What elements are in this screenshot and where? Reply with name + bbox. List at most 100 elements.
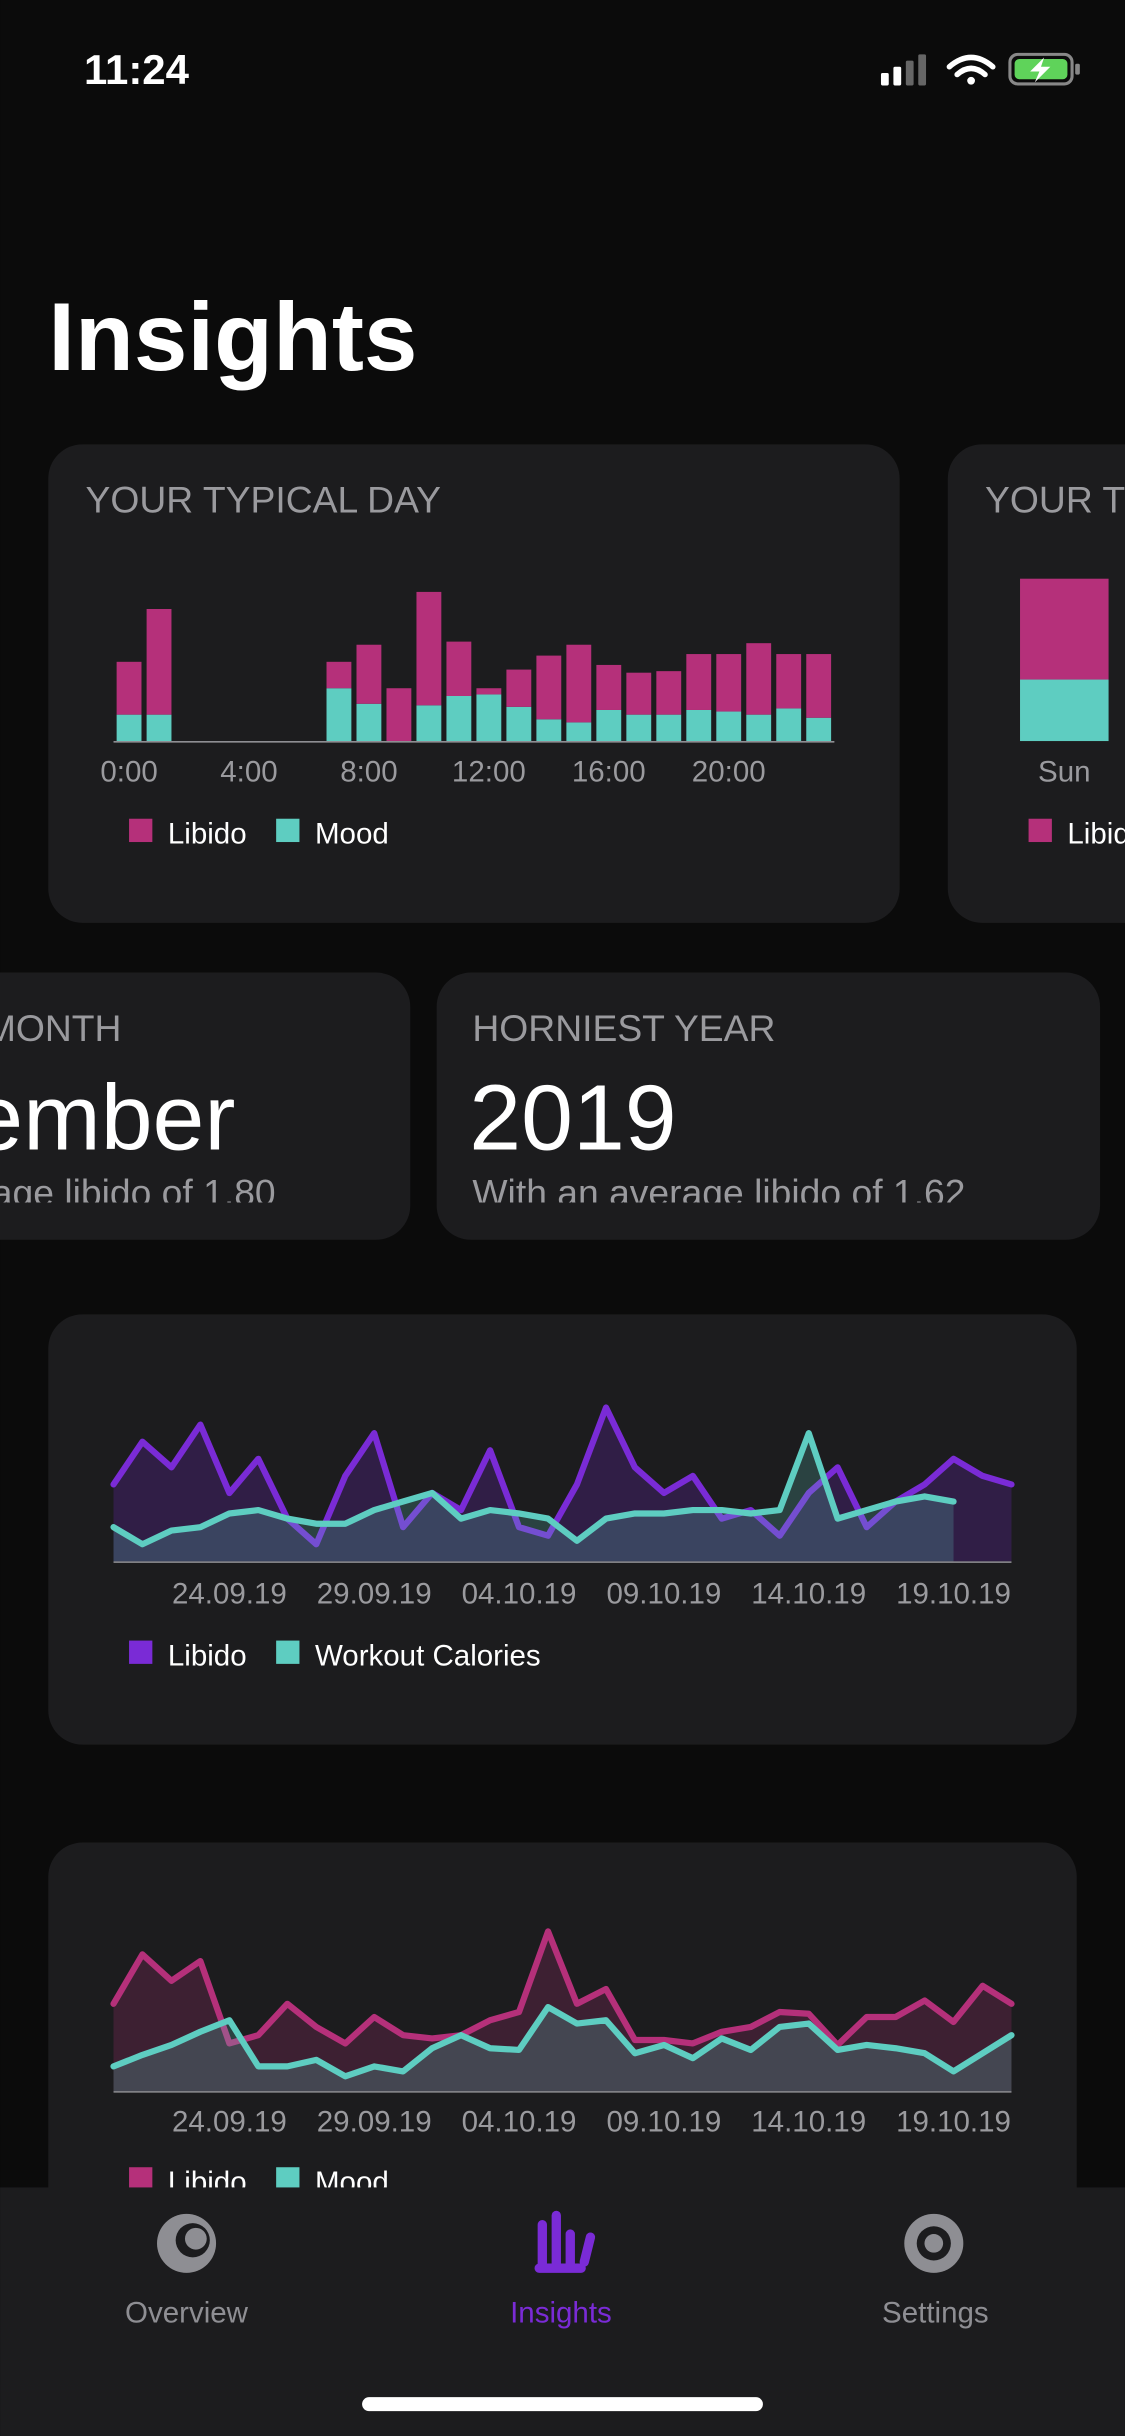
bar-segment	[506, 706, 532, 742]
bar-segment	[1020, 578, 1109, 680]
line	[110, 1404, 1015, 1548]
bar-segment	[506, 669, 532, 707]
legend-label: Libido	[168, 1639, 247, 1672]
bar-segment	[416, 591, 442, 706]
bar-segment	[716, 654, 742, 712]
legend-label: Mood	[315, 818, 389, 851]
bar-segment	[716, 711, 742, 742]
legend-swatch	[276, 818, 300, 843]
line	[110, 1430, 957, 1548]
x-tick-label: 4:00	[220, 755, 277, 788]
legend-swatch	[276, 2167, 300, 2191]
tab-label[interactable]: Insights	[510, 2297, 612, 2330]
legend-swatch	[276, 1640, 300, 1664]
x-tick-label: 29.09.19	[317, 1577, 432, 1610]
line	[110, 2003, 1015, 2080]
bar-segment	[746, 643, 772, 715]
bar-segment	[566, 722, 592, 742]
status-time: 11:24	[84, 46, 190, 93]
legend-label: Libido	[1067, 818, 1125, 851]
bar-segment	[476, 694, 502, 742]
legend-label: Libido	[168, 818, 247, 851]
x-tick-label: 24.09.19	[172, 2105, 287, 2138]
bar-segment	[356, 644, 382, 704]
tab-label[interactable]: Overview	[125, 2297, 249, 2330]
settings-icon	[904, 2213, 964, 2273]
bar-segment	[776, 654, 802, 709]
bar-segment	[746, 714, 772, 742]
bar-segment	[446, 696, 472, 742]
x-tick-label: 8:00	[340, 755, 397, 788]
bar-segment	[566, 644, 592, 723]
tab-label[interactable]: Settings	[882, 2297, 989, 2330]
bar-segment	[536, 655, 562, 720]
bar-segment	[146, 609, 172, 715]
bar-segment	[656, 714, 682, 742]
stat-value: September	[0, 1066, 235, 1170]
x-tick-label: 19.10.19	[896, 2105, 1011, 2138]
charts: YOUR TYPICAL DAY 0:00 4:00 8:00 12:00 16:00 20…	[86, 479, 1125, 2199]
stat-note: With an average libido of 1,62	[472, 1172, 965, 1214]
bar-segment	[806, 654, 832, 718]
bar-segment	[626, 672, 652, 715]
x-tick-label: 20:00	[692, 755, 766, 788]
bar-segment	[446, 641, 472, 696]
stat-card-year: HORNIEST YEAR 2019 With an average libid…	[469, 1007, 965, 1214]
wifi-icon	[946, 54, 996, 85]
page-title: Insights	[48, 284, 417, 391]
tab-bar: Overview Insights Settings	[0, 2187, 1125, 2436]
bar-segment	[116, 661, 142, 715]
x-tick-label: 29.09.19	[317, 2105, 432, 2138]
area	[113, 1433, 954, 1562]
area	[113, 1931, 1012, 2092]
bar-segment	[356, 703, 382, 742]
x-tick-label: 19.10.19	[896, 1577, 1011, 1610]
overview-icon	[157, 2213, 217, 2273]
card-title: YOUR TYPICAL DAY	[86, 479, 442, 521]
bar-segment	[686, 709, 712, 742]
x-tick-label: 14.10.19	[751, 2105, 866, 2138]
home-indicator	[362, 2397, 763, 2412]
legend-swatch	[129, 818, 153, 843]
card	[436, 972, 1101, 1240]
bar-segment	[596, 709, 622, 742]
legend-swatch	[129, 2167, 153, 2191]
bar-segment	[686, 654, 712, 710]
bar-segment	[656, 671, 682, 715]
x-tick-label: 24.09.19	[172, 1577, 287, 1610]
bar-segment	[626, 714, 652, 742]
x-tick-label: 09.10.19	[606, 2105, 721, 2138]
stat-label: HORNIEST YEAR	[472, 1007, 775, 1049]
bar-segment	[596, 664, 622, 710]
card	[48, 444, 900, 923]
x-tick-label: 04.10.19	[462, 2105, 577, 2138]
insights-icon	[534, 2210, 596, 2273]
legend-swatch	[1028, 818, 1052, 843]
battery-icon	[1008, 52, 1080, 86]
legend-swatch	[129, 1640, 153, 1664]
x-tick-label: 0:00	[100, 755, 157, 788]
bar-segment	[116, 714, 142, 742]
x-tick-label: 04.10.19	[462, 1577, 577, 1610]
legend-label: Workout Calories	[315, 1639, 541, 1672]
card	[48, 1842, 1077, 2247]
stat-card-month: HORNIEST MONTH September With an average…	[0, 1007, 276, 1203]
bar-segment	[386, 688, 412, 742]
signal-icon	[880, 54, 927, 86]
stat-label: HORNIEST MONTH	[0, 1007, 121, 1049]
card-title: YOUR TYPICAL WEEK	[985, 479, 1125, 521]
card	[0, 972, 411, 1240]
x-tick-label: 14.10.19	[751, 1577, 866, 1610]
stat-value: 2019	[469, 1066, 676, 1170]
bar-segment	[326, 688, 352, 742]
bar-segment	[416, 705, 442, 742]
bar-segment	[1020, 679, 1109, 742]
bar-segment	[806, 717, 832, 742]
x-tick-label: Sun	[1038, 755, 1091, 788]
bar-segment	[476, 688, 502, 695]
bar-segment	[146, 714, 172, 742]
x-tick-label: 09.10.19	[606, 1577, 721, 1610]
bar-segment	[326, 661, 352, 689]
